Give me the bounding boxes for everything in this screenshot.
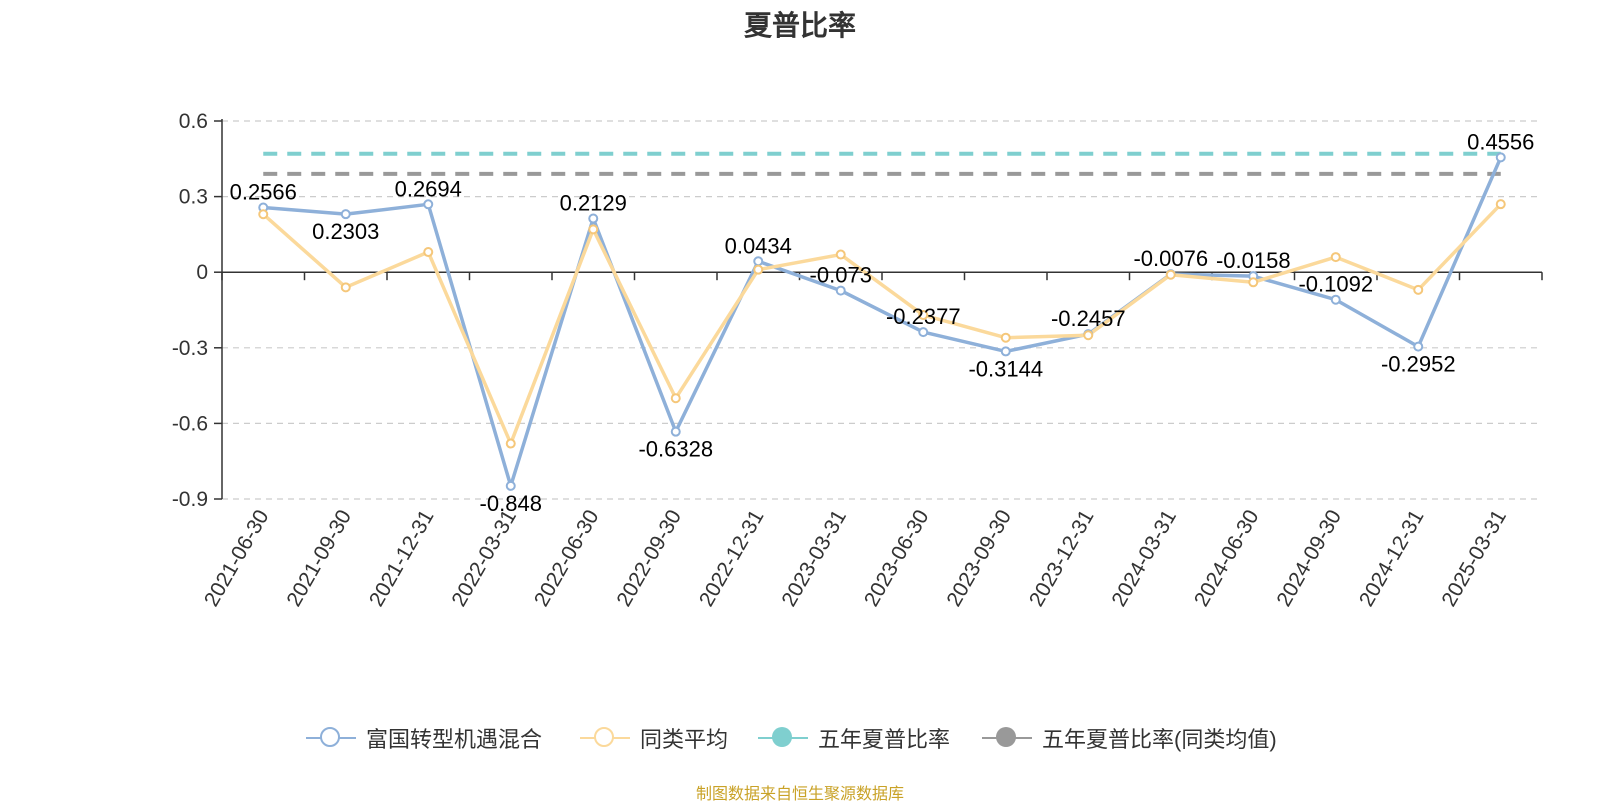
peer-average-data-point [835, 249, 846, 260]
fund-data-point [918, 327, 929, 338]
fund-data-point [1000, 346, 1011, 357]
legend-item-five-year-sharpe-peer[interactable]: 五年夏普比率(同类均值) [982, 720, 1277, 756]
y-axis-ticks: 0.6 0.3 0 -0.3 -0.6 -0.9 [172, 110, 222, 511]
fund-data-point [670, 426, 681, 437]
legend-label: 富国转型机遇混合 [366, 727, 543, 752]
reference-lines [263, 151, 1501, 176]
peer-average-data-point [1083, 330, 1094, 341]
y-tick-label: -0.9 [172, 488, 208, 511]
x-tick-label: 2023-03-31 [777, 506, 851, 611]
x-tick-label: 2021-12-31 [365, 506, 439, 611]
fund-data-point [753, 256, 764, 267]
legend-item-fund[interactable]: 富国转型机遇混合 [306, 720, 542, 756]
x-tick-label: 2025-03-31 [1437, 506, 1511, 611]
fund-data-point [423, 199, 434, 210]
peer-average-data-point [588, 224, 599, 235]
peer-average-data-point [1413, 284, 1424, 295]
gridlines [222, 120, 1542, 500]
peer-average-data-point [258, 209, 269, 220]
x-tick-label: 2022-06-30 [530, 506, 604, 611]
x-tick-label: 2021-06-30 [200, 506, 274, 611]
x-axis-ticks: 2021-06-30 2021-09-30 2021-12-31 2022-03-31… [200, 272, 1543, 611]
data-label: 0.2303 [312, 219, 379, 244]
y-tick-label: 0.3 [179, 186, 208, 209]
y-tick-label: -0.3 [172, 337, 208, 360]
fund-data-point [588, 213, 599, 224]
legend-item-five-year-sharpe[interactable]: 五年夏普比率 [758, 720, 950, 756]
y-tick-label: 0 [196, 261, 208, 284]
data-labels: 0.2566 0.2303 0.2694 -0.848 0.2129 -0.6328 0.0… [230, 129, 1535, 516]
fund-data-point [835, 285, 846, 296]
data-label: 0.2566 [230, 180, 297, 205]
data-label: 0.0434 [725, 233, 792, 258]
data-label: -0.0076 [1133, 246, 1208, 271]
data-label: -0.2952 [1381, 352, 1456, 377]
y-tick-label: -0.6 [172, 412, 208, 435]
peer-average-data-point [1165, 269, 1176, 280]
x-tick-label: 2024-12-31 [1355, 506, 1429, 611]
x-tick-label: 2022-12-31 [695, 506, 769, 611]
x-tick-label: 2022-09-30 [612, 506, 686, 611]
data-label: -0.1092 [1298, 272, 1373, 297]
peer-average-data-point [505, 438, 516, 449]
peer-average-data-point [1248, 277, 1259, 288]
fund-data-point [1413, 341, 1424, 352]
fund-series-line [263, 156, 1503, 488]
data-label: -0.073 [810, 263, 872, 288]
x-tick-label: 2024-09-30 [1272, 506, 1346, 611]
data-label: 0.4556 [1467, 129, 1534, 154]
peer-average-data-point [1330, 252, 1341, 263]
series-lines [262, 156, 1503, 488]
fund-data-point [1495, 152, 1506, 163]
legend-item-peer-average[interactable]: 同类平均 [580, 720, 728, 756]
data-label: 0.2129 [560, 191, 627, 216]
x-tick-label: 2023-09-30 [942, 506, 1016, 611]
y-tick-label: 0.6 [179, 110, 208, 133]
data-label: -0.3144 [968, 356, 1043, 381]
data-label: -0.6328 [638, 437, 713, 462]
data-label: -0.2457 [1051, 306, 1126, 331]
peer-average-series-line [262, 202, 1503, 446]
peer-average-data-point [340, 282, 351, 293]
peer-average-data-point [1000, 332, 1011, 343]
x-tick-label: 2023-06-30 [860, 506, 934, 611]
chart-title: 夏普比率 [743, 10, 856, 41]
peer-average-data-point [1495, 199, 1506, 210]
data-label: 0.2694 [395, 176, 462, 201]
data-source-note: 制图数据来自恒生聚源数据库 [695, 786, 904, 803]
legend-label: 同类平均 [640, 727, 729, 752]
series-points [258, 152, 1506, 491]
x-tick-label: 2024-06-30 [1190, 506, 1264, 611]
peer-average-data-point [918, 310, 929, 321]
legend: 富国转型机遇混合 同类平均 五年夏普比率 五年夏普比率(同类均值) [0, 720, 1600, 760]
x-tick-label: 2022-03-31 [447, 506, 521, 611]
x-tick-label: 2023-12-31 [1025, 506, 1099, 611]
data-label: -0.2377 [886, 304, 961, 329]
data-label: -0.848 [480, 491, 542, 516]
fund-data-point [340, 209, 351, 220]
legend-label: 五年夏普比率 [818, 727, 951, 752]
fund-data-point [505, 480, 516, 491]
legend-label: 五年夏普比率(同类均值) [1042, 727, 1277, 752]
peer-average-data-point [753, 264, 764, 275]
data-label: -0.0158 [1216, 248, 1291, 273]
fund-data-point [1330, 294, 1341, 305]
peer-average-data-point [670, 393, 681, 404]
x-tick-label: 2024-03-31 [1107, 506, 1181, 611]
x-tick-label: 2021-09-30 [282, 506, 356, 611]
peer-average-data-point [423, 247, 434, 258]
